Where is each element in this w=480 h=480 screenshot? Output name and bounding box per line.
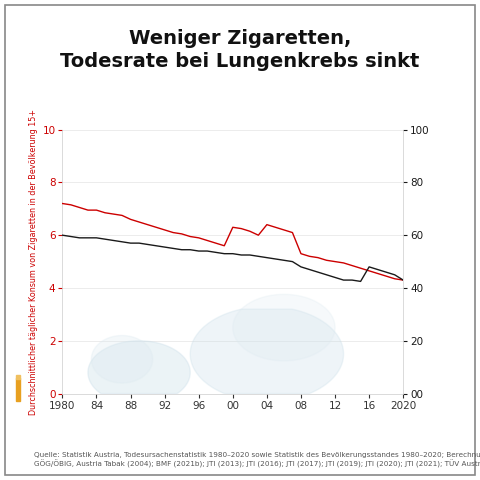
Polygon shape xyxy=(233,294,335,361)
Polygon shape xyxy=(190,309,344,394)
Polygon shape xyxy=(88,341,190,394)
Text: Quelle: Statistik Austria, Todesursachenstatistik 1980–2020 sowie Statistik des : Quelle: Statistik Austria, Todesursachen… xyxy=(34,452,480,468)
Polygon shape xyxy=(91,336,153,383)
Y-axis label: Durchschnittlicher täglicher Konsum von Zigaretten in der Bevölkerung 15+: Durchschnittlicher täglicher Konsum von … xyxy=(29,108,38,415)
Text: Weniger Zigaretten,
Todesrate bei Lungenkrebs sinkt: Weniger Zigaretten, Todesrate bei Lungen… xyxy=(60,29,420,72)
